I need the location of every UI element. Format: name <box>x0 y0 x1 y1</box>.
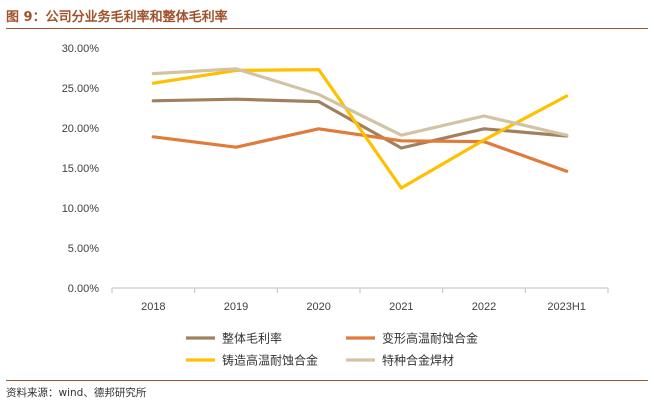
y-axis: 30.00% 25.00% 20.00% 15.00% 10.00% 5.00% 0.00% <box>62 43 100 295</box>
y-tick-label: 25.00% <box>62 83 100 95</box>
x-tick-label: 2020 <box>306 301 330 313</box>
series-line-1 <box>151 127 569 173</box>
x-tick-label: 2021 <box>389 301 413 313</box>
figure-title: 图 9：公司分业务毛利率和整体毛利率 <box>6 10 228 25</box>
y-tick-label: 15.00% <box>62 163 100 175</box>
legend-label-1: 变形高温耐蚀合金 <box>382 331 478 346</box>
legend-label-0: 整体毛利率 <box>222 331 282 346</box>
series-line-0 <box>151 97 569 150</box>
x-axis: 2018 2019 2020 2021 2022 2023H1 <box>111 287 609 313</box>
series-line-2 <box>151 67 569 190</box>
legend-label-2: 铸造高温耐蚀合金 <box>222 353 318 368</box>
y-tick-label: 0.00% <box>68 283 99 295</box>
series-line-3 <box>151 67 569 137</box>
x-tick-label: 2022 <box>472 301 496 313</box>
x-tick-label: 2023H1 <box>547 301 586 313</box>
source-rule <box>6 380 648 381</box>
series-lines <box>151 67 569 190</box>
y-tick-label: 30.00% <box>62 43 100 55</box>
y-tick-label: 20.00% <box>62 123 100 135</box>
y-tick-label: 5.00% <box>68 243 99 255</box>
y-tick-label: 10.00% <box>62 203 100 215</box>
title-rule <box>6 28 648 29</box>
source-note: 资料来源：wind、德邦研究所 <box>6 387 147 399</box>
x-tick-label: 2018 <box>141 301 165 313</box>
x-tick-label: 2019 <box>224 301 248 313</box>
legend-label-3: 特种合金焊材 <box>382 353 454 368</box>
